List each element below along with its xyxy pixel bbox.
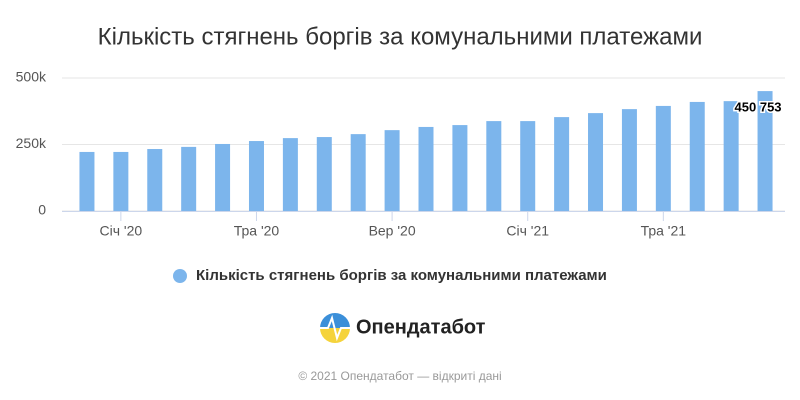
bar (757, 91, 773, 211)
bar (248, 141, 264, 211)
bar (723, 101, 739, 211)
logo: Опендатабот (318, 313, 486, 343)
bar (418, 126, 434, 211)
bar (655, 105, 671, 211)
bar (452, 125, 468, 211)
bar (79, 151, 95, 211)
legend-label: Кількість стягнень боргів за комунальним… (196, 267, 607, 284)
bar (520, 121, 536, 211)
bar (147, 149, 163, 211)
x-tick-label: Січ '21 (506, 223, 549, 239)
bar (215, 143, 231, 211)
data-label: 450 753 (735, 100, 782, 115)
x-tick-label: Січ '20 (100, 223, 143, 239)
bar (350, 134, 366, 211)
x-tick-label: Вер '20 (369, 223, 416, 239)
bar (486, 121, 502, 211)
y-tick-label: 250k (16, 135, 47, 151)
bar (282, 138, 298, 211)
bar (181, 146, 197, 211)
bar (384, 130, 400, 211)
bar (554, 117, 570, 211)
bar (316, 137, 332, 211)
y-tick-label: 0 (38, 202, 46, 218)
legend-marker (173, 269, 187, 283)
bar (113, 151, 129, 211)
chart-title: Кількість стягнень боргів за комунальним… (98, 23, 703, 50)
bar (621, 109, 637, 211)
y-tick-label: 500k (16, 69, 47, 85)
bar (588, 113, 604, 211)
logo-text: Опендатабот (356, 316, 486, 338)
copyright: © 2021 Опендатабот — відкриті дані (298, 369, 501, 383)
x-tick-label: Тра '21 (641, 223, 687, 239)
bar (689, 101, 705, 211)
x-tick-label: Тра '20 (234, 223, 280, 239)
